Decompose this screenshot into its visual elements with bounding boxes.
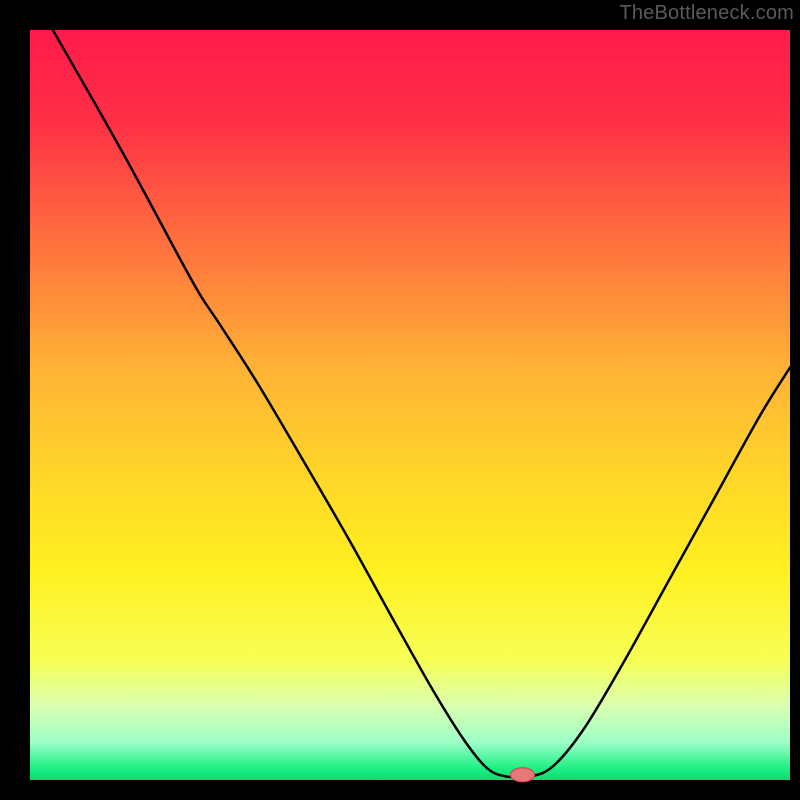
watermark-label: TheBottleneck.com: [619, 2, 794, 25]
chart-container: TheBottleneck.com: [0, 0, 800, 800]
plot-area: [30, 30, 790, 780]
trough-marker: [510, 768, 534, 782]
bottleneck-curve-chart: [0, 0, 800, 800]
